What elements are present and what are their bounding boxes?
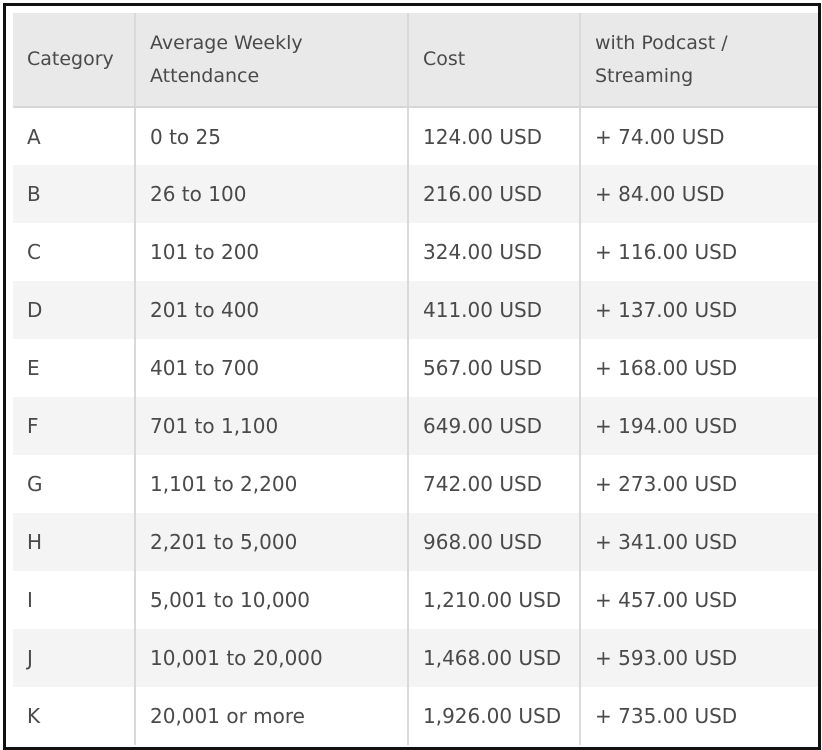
header-podcast-line2: Streaming <box>595 64 694 87</box>
table-row: E 401 to 700 567.00 USD + 168.00 USD <box>13 339 818 397</box>
header-category: Category <box>13 13 135 108</box>
cost-cell: 1,468.00 USD <box>407 629 580 687</box>
attendance-cell: 701 to 1,100 <box>134 397 408 455</box>
category-cell: E <box>27 356 40 380</box>
podcast-cell: + 593.00 USD <box>579 629 818 687</box>
attendance-cell: 10,001 to 20,000 <box>134 629 408 687</box>
category-cell: A <box>27 124 41 149</box>
header-attendance: Average Weekly Attendance <box>134 13 408 108</box>
podcast-cell: + 74.00 USD <box>579 107 818 165</box>
cost-cell: 1,926.00 USD <box>407 687 580 745</box>
table-row: F 701 to 1,100 649.00 USD + 194.00 USD <box>13 397 818 455</box>
header-cost-label: Cost <box>423 48 466 70</box>
podcast-cell: + 735.00 USD <box>579 687 818 745</box>
category-cell: K <box>27 704 41 728</box>
podcast-cell: + 116.00 USD <box>579 223 818 281</box>
table-row: B 26 to 100 216.00 USD + 84.00 USD <box>13 165 818 223</box>
table-row: K 20,001 or more 1,926.00 USD + 735.00 U… <box>13 687 818 745</box>
category-cell: D <box>27 298 43 322</box>
table-body: A 0 to 25 124.00 USD + 74.00 USD B 26 to… <box>13 107 818 745</box>
table-row: A 0 to 25 124.00 USD + 74.00 USD <box>13 107 818 165</box>
podcast-cell: + 341.00 USD <box>579 513 818 571</box>
category-cell: J <box>27 646 33 670</box>
cost-cell: 649.00 USD <box>407 397 580 455</box>
header-attendance-line2: Attendance <box>150 64 260 87</box>
header-cost: Cost <box>407 13 580 108</box>
table-row: C 101 to 200 324.00 USD + 116.00 USD <box>13 223 818 281</box>
header-category-label: Category <box>27 48 114 70</box>
podcast-cell: + 457.00 USD <box>579 571 818 629</box>
attendance-cell: 1,101 to 2,200 <box>134 455 408 513</box>
category-cell: I <box>27 588 33 612</box>
table-row: G 1,101 to 2,200 742.00 USD + 273.00 USD <box>13 455 818 513</box>
header-row: Category Average Weekly Attendance Cost w… <box>13 13 818 108</box>
table-row: J 10,001 to 20,000 1,468.00 USD + 593.00… <box>13 629 818 687</box>
table-row: D 201 to 400 411.00 USD + 137.00 USD <box>13 281 818 339</box>
podcast-cell: + 273.00 USD <box>579 455 818 513</box>
podcast-cell: + 168.00 USD <box>579 339 818 397</box>
cost-cell: 216.00 USD <box>407 165 580 223</box>
table-row: I 5,001 to 10,000 1,210.00 USD + 457.00 … <box>13 571 818 629</box>
cost-cell: 124.00 USD <box>407 107 580 165</box>
attendance-cell: 2,201 to 5,000 <box>134 513 408 571</box>
attendance-cell: 201 to 400 <box>134 281 408 339</box>
attendance-cell: 0 to 25 <box>134 107 408 165</box>
cost-cell: 567.00 USD <box>407 339 580 397</box>
attendance-cell: 26 to 100 <box>134 165 408 223</box>
podcast-cell: + 137.00 USD <box>579 281 818 339</box>
cost-cell: 411.00 USD <box>407 281 580 339</box>
pricing-table: Category Average Weekly Attendance Cost w… <box>13 13 818 745</box>
cost-cell: 1,210.00 USD <box>407 571 580 629</box>
attendance-cell: 101 to 200 <box>134 223 408 281</box>
cost-cell: 968.00 USD <box>407 513 580 571</box>
podcast-cell: + 84.00 USD <box>579 165 818 223</box>
podcast-cell: + 194.00 USD <box>579 397 818 455</box>
table-frame: Category Average Weekly Attendance Cost w… <box>3 3 821 750</box>
header-attendance-line1: Average Weekly <box>150 31 303 54</box>
header-podcast: with Podcast / Streaming <box>579 13 818 108</box>
category-cell: G <box>27 472 43 496</box>
attendance-cell: 5,001 to 10,000 <box>134 571 408 629</box>
category-cell: H <box>27 530 43 554</box>
cost-cell: 324.00 USD <box>407 223 580 281</box>
table-row: H 2,201 to 5,000 968.00 USD + 341.00 USD <box>13 513 818 571</box>
category-cell: B <box>27 182 41 206</box>
category-cell: F <box>27 414 39 438</box>
table-header: Category Average Weekly Attendance Cost w… <box>13 13 818 108</box>
cost-cell: 742.00 USD <box>407 455 580 513</box>
attendance-cell: 401 to 700 <box>134 339 408 397</box>
attendance-cell: 20,001 or more <box>134 687 408 745</box>
header-podcast-line1: with Podcast / <box>595 31 728 54</box>
category-cell: C <box>27 240 41 264</box>
